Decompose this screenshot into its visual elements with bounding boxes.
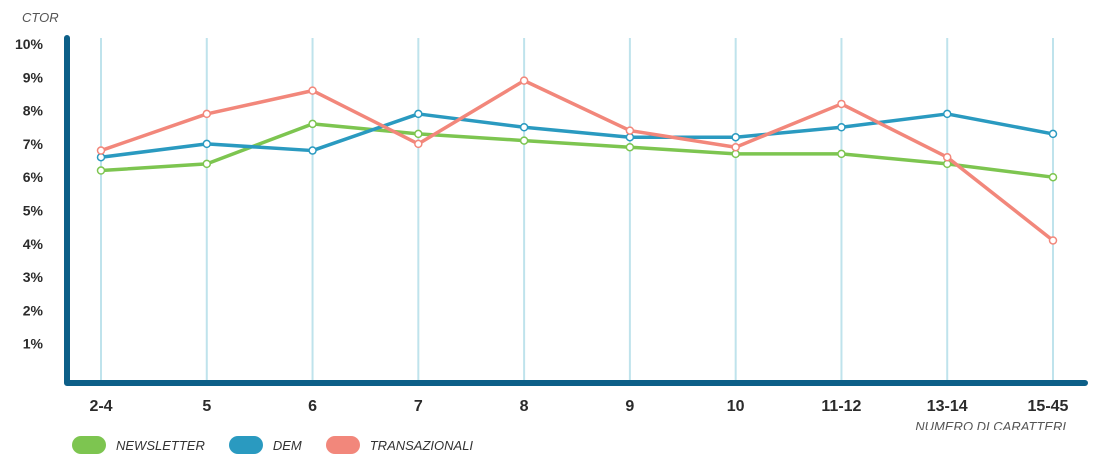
series-newsletter bbox=[96, 119, 1058, 182]
legend-label: TRANSAZIONALI bbox=[369, 437, 474, 453]
y-tick-label: 9% bbox=[23, 69, 44, 85]
series-transazionali bbox=[96, 76, 1058, 245]
y-tick-label: 8% bbox=[23, 103, 44, 119]
x-tick-label: 6 bbox=[308, 398, 317, 415]
data-point bbox=[414, 129, 423, 139]
series-line bbox=[99, 112, 1055, 159]
series-line bbox=[99, 122, 1055, 179]
y-axis-title: CTOR bbox=[22, 10, 59, 25]
data-point bbox=[837, 149, 846, 159]
y-tick-label: 2% bbox=[23, 302, 44, 318]
data-point bbox=[837, 99, 846, 109]
data-point bbox=[625, 126, 635, 135]
legend-label: DEM bbox=[272, 437, 302, 453]
y-tick-labels: 1% 2% 3% 4% 5% 6% 7% 8% 9% 10% bbox=[15, 36, 44, 352]
axes bbox=[64, 35, 1088, 386]
data-point bbox=[942, 152, 952, 162]
x-tick-label: 10 bbox=[727, 398, 745, 415]
axis-line bbox=[64, 35, 1088, 386]
data-point bbox=[308, 119, 317, 129]
data-point bbox=[519, 136, 529, 145]
y-tick-label: 10% bbox=[15, 36, 44, 52]
x-tick-label: 11-12 bbox=[821, 398, 861, 415]
legend-swatch bbox=[72, 436, 106, 454]
x-tick-label: 13-14 bbox=[927, 398, 968, 415]
data-point bbox=[731, 142, 740, 152]
data-point bbox=[625, 142, 635, 152]
data-point bbox=[942, 109, 952, 119]
data-point bbox=[202, 159, 212, 169]
legend-item: TRANSAZIONALI bbox=[325, 436, 474, 454]
legend-item: NEWSLETTER bbox=[72, 436, 205, 454]
data-point bbox=[308, 86, 317, 95]
data-point bbox=[1048, 129, 1058, 139]
y-tick-label: 7% bbox=[23, 136, 44, 152]
x-tick-label: 9 bbox=[625, 398, 634, 415]
y-tick-label: 1% bbox=[23, 336, 44, 352]
data-point bbox=[519, 76, 529, 85]
data-point bbox=[1048, 236, 1058, 245]
data-point bbox=[414, 139, 423, 149]
grid-lines bbox=[100, 38, 1054, 383]
y-tick-label: 5% bbox=[23, 203, 44, 219]
series-line bbox=[99, 78, 1055, 243]
data-point bbox=[96, 146, 106, 155]
x-tick-label: 8 bbox=[520, 398, 529, 415]
legend-swatch bbox=[325, 436, 360, 454]
legend-label: NEWSLETTER bbox=[116, 437, 205, 453]
y-tick-label: 4% bbox=[23, 236, 44, 252]
x-tick-label: 5 bbox=[202, 398, 211, 415]
x-tick-label: 2-4 bbox=[89, 398, 112, 415]
line-chart: CTOR 1% 2% 3% 4% 5% 6% 7% 8% 9% 10% 2-4 5 6 7 8 9 10 11-… bbox=[15, 10, 1088, 430]
data-point bbox=[837, 123, 846, 132]
x-tick-label: 7 bbox=[414, 398, 423, 415]
x-tick-labels: 2-4 5 6 7 8 9 10 11-12 13-14 15-45 bbox=[89, 398, 1068, 415]
data-point bbox=[1048, 172, 1058, 182]
data-point bbox=[308, 146, 317, 155]
y-tick-label: 3% bbox=[23, 269, 44, 285]
x-tick-label: 15-45 bbox=[1028, 398, 1069, 415]
y-tick-label: 6% bbox=[23, 169, 44, 185]
legend-item: DEM bbox=[228, 436, 302, 454]
series-dem bbox=[96, 109, 1058, 162]
data-point bbox=[202, 139, 212, 149]
data-point bbox=[202, 109, 212, 119]
x-axis-title: NUMERO DI CARATTERI bbox=[915, 419, 1066, 430]
legend: NEWSLETTER DEM TRANSAZIONALI bbox=[72, 436, 497, 454]
data-point bbox=[519, 123, 529, 132]
data-point bbox=[731, 132, 740, 142]
data-point bbox=[96, 166, 106, 175]
data-point bbox=[414, 109, 423, 119]
series-lines bbox=[96, 76, 1058, 245]
legend-swatch bbox=[228, 436, 263, 454]
